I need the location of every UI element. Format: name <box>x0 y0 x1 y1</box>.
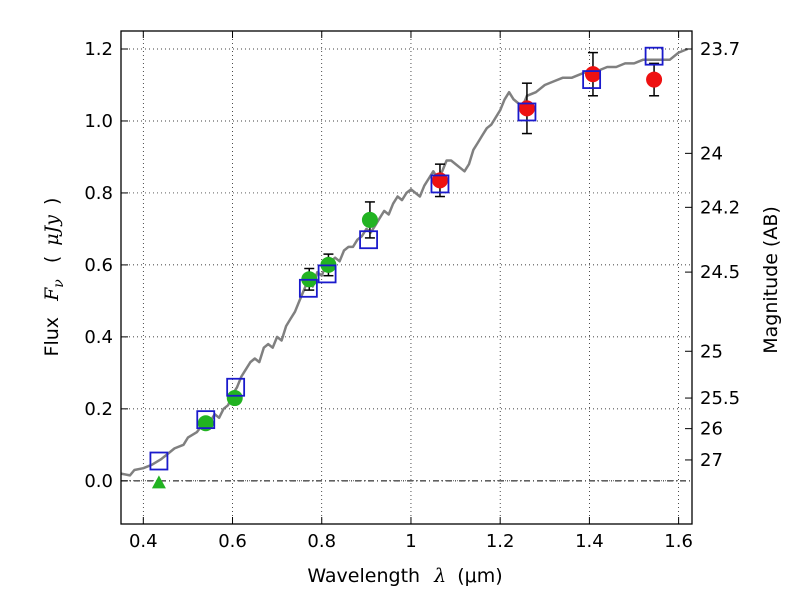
y2-axis-label: Magnitude (AB) <box>760 206 782 354</box>
red-point-2 <box>584 66 601 83</box>
y2-tick-label-3: 24.5 <box>700 262 740 283</box>
y2-tick-label-7: 27 <box>700 450 723 471</box>
model-box-2 <box>226 377 246 397</box>
y-tick-label-5: 1.0 <box>84 111 113 132</box>
model-box-1 <box>196 410 216 430</box>
y-tick-label-0: 0.0 <box>84 471 113 492</box>
y-tick-label-6: 1.2 <box>84 39 113 60</box>
model-box-6 <box>430 174 450 194</box>
x-tick-label-2: 0.8 <box>307 531 336 552</box>
x-tick-label-0: 0.4 <box>129 531 158 552</box>
y-axis-label-text: Flux <box>41 317 63 357</box>
x-axis-label-symbol: λ <box>433 565 446 587</box>
y2-tick-label-2: 24.2 <box>700 197 740 218</box>
y2-tick-label-0: 23.7 <box>700 39 740 60</box>
red-point-0 <box>431 172 448 189</box>
model-box-7 <box>517 102 537 122</box>
x-tick-label-1: 0.6 <box>218 531 247 552</box>
green-point-4 <box>361 211 378 228</box>
y-tick-label-4: 0.8 <box>84 183 113 204</box>
model-box-4 <box>317 264 337 284</box>
x-axis-label-text: Wavelength <box>307 565 420 587</box>
y2-tick-label-1: 24 <box>700 143 723 164</box>
red-point-1 <box>518 100 535 117</box>
error-bars <box>200 51 660 430</box>
y-axis-label-unit: μJy <box>41 215 63 246</box>
data-points <box>151 66 663 489</box>
grid <box>121 31 692 524</box>
y-axis-label-subscript: ν <box>51 279 67 288</box>
x-tick-label-5: 1.4 <box>575 531 604 552</box>
y2-tick-label-4: 25 <box>700 341 723 362</box>
red-point-3 <box>646 71 663 88</box>
y-axis-label-unit-open: ( <box>41 256 63 263</box>
green-point-1 <box>226 390 243 407</box>
green-point-0 <box>197 415 214 432</box>
x-axis-label-unit-close: ) <box>495 565 502 587</box>
x-axis-label: Wavelength λ (μm) <box>307 565 502 587</box>
model-box-3 <box>298 278 318 298</box>
y-tick-label-2: 0.4 <box>84 327 113 348</box>
x-tick-label-3: 1 <box>405 531 416 552</box>
model-box-8 <box>582 70 602 89</box>
model-box-0 <box>149 451 169 471</box>
x-axis-label-unit: μm <box>465 565 496 587</box>
y2-tick-label-5: 25.5 <box>700 388 740 409</box>
y-tick-label-3: 0.6 <box>84 255 113 276</box>
y-axis-label-unit-close: ) <box>41 198 63 205</box>
y-tick-label-1: 0.2 <box>84 399 113 420</box>
plot-frame <box>120 30 693 525</box>
y-axis-label: Flux Fν ( μJy ) <box>41 198 68 357</box>
x-tick-label-4: 1.2 <box>486 531 515 552</box>
x-tick-label-6: 1.6 <box>664 531 693 552</box>
axis-ticks: 0.4 0.6 0.8 1 1.2 1.4 1.6 0.0 0.2 0.4 0.6 0.8 1.0 1.2… <box>84 31 740 552</box>
y-axis-label-symbol: F <box>41 287 63 302</box>
model-box-9 <box>644 46 664 66</box>
green-upper-limit-triangle <box>151 475 166 489</box>
model-box-5 <box>359 230 378 250</box>
model-boxes <box>149 46 664 471</box>
y2-tick-label-6: 26 <box>700 419 723 440</box>
x-axis-label-unit-open: ( <box>457 565 464 587</box>
